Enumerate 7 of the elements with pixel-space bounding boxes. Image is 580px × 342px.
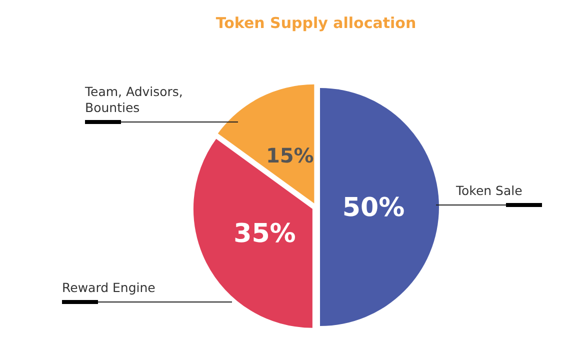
slice-label: Team, Advisors, Bounties [84,84,183,115]
chart-title: Token Supply allocation [216,14,416,32]
data-label: 50% [342,193,405,224]
slice-label: Reward Engine [62,280,156,295]
data-label: 35% [234,219,296,250]
data-label: 15% [266,144,314,168]
slice-label: Token Sale [455,183,523,198]
